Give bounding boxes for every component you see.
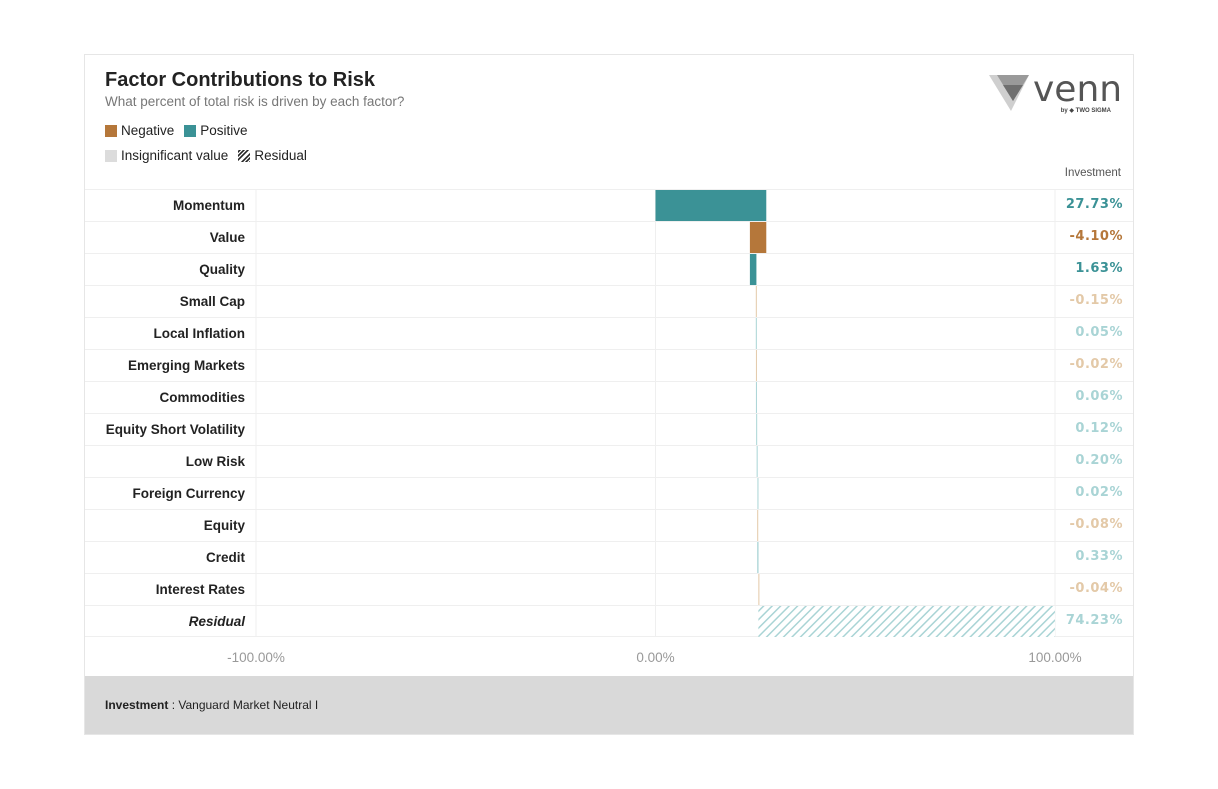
legend-swatch-positive xyxy=(184,124,197,137)
factor-row[interactable]: Commodities 0.06% xyxy=(85,381,1133,413)
legend-label: Positive xyxy=(200,123,248,138)
footer: Investment : Vanguard Market Neutral I xyxy=(85,676,1133,734)
factor-label: Equity Short Volatility xyxy=(105,422,245,437)
factor-label: Equity xyxy=(203,518,245,533)
factor-row[interactable]: Residual 74.23% xyxy=(85,605,1133,637)
factor-value: 74.23% xyxy=(1065,613,1123,628)
factor-label: Foreign Currency xyxy=(132,486,245,501)
factor-value: 0.02% xyxy=(1075,485,1123,500)
factor-row[interactable]: Quality 1.63% xyxy=(85,253,1133,285)
factor-label: Small Cap xyxy=(179,294,245,309)
legend-item-residual: Residual xyxy=(238,148,307,163)
column-header: Investment xyxy=(1064,167,1121,179)
bar-foreign-currency[interactable] xyxy=(757,478,759,509)
factor-label: Commodities xyxy=(159,390,245,405)
factor-row[interactable]: Value -4.10% xyxy=(85,221,1133,253)
factor-row[interactable]: Momentum 27.73% xyxy=(85,189,1133,221)
factor-label: Quality xyxy=(199,262,245,277)
bar-quality[interactable] xyxy=(749,254,757,285)
factor-label: Value xyxy=(209,230,245,245)
bar-credit[interactable] xyxy=(757,542,759,573)
factor-value: -0.08% xyxy=(1069,517,1123,532)
chart-title: Factor Contributions to Risk xyxy=(105,69,375,91)
bar-equity-short-volatility[interactable] xyxy=(756,414,758,445)
logo-by: by ◆ TWO SIGMA xyxy=(1060,108,1111,114)
bar-low-risk[interactable] xyxy=(756,446,758,477)
factor-label: Local Inflation xyxy=(153,326,245,341)
factor-row[interactable]: Equity Short Volatility 0.12% xyxy=(85,413,1133,445)
bar-equity[interactable] xyxy=(757,510,759,541)
factor-label: Residual xyxy=(188,614,245,629)
factor-row[interactable]: Emerging Markets -0.02% xyxy=(85,349,1133,381)
factor-value: 27.73% xyxy=(1065,197,1123,212)
bar-local-inflation[interactable] xyxy=(755,318,757,349)
x-tick-label: 100.00% xyxy=(1028,650,1082,665)
footer-investment-name: Vanguard Market Neutral I xyxy=(178,698,319,712)
factor-value: -0.15% xyxy=(1069,293,1123,308)
factor-value: 0.20% xyxy=(1075,453,1123,468)
legend-secondary: Insignificant value Residual xyxy=(105,148,317,163)
legend-label: Insignificant value xyxy=(121,148,229,163)
factor-value: -0.02% xyxy=(1069,357,1123,372)
factor-label: Momentum xyxy=(173,198,245,213)
factor-rows: Momentum 27.73% Value -4.10% Quality 1.63% Sma… xyxy=(85,189,1133,637)
factor-value: 0.33% xyxy=(1075,549,1123,564)
factor-row[interactable]: Low Risk 0.20% xyxy=(85,445,1133,477)
x-tick-label: 0.00% xyxy=(636,650,675,665)
factor-row[interactable]: Foreign Currency 0.02% xyxy=(85,477,1133,509)
legend-swatch-negative xyxy=(105,124,117,137)
factor-label: Low Risk xyxy=(185,454,245,469)
legend-swatch-residual xyxy=(238,149,251,162)
legend-swatch-insignificant xyxy=(105,149,117,162)
x-tick-label: -100.00% xyxy=(227,650,285,665)
bar-commodities[interactable] xyxy=(755,382,757,413)
bar-residual[interactable] xyxy=(758,606,1055,637)
bar-value[interactable] xyxy=(749,222,767,253)
factor-value: 0.05% xyxy=(1075,325,1123,340)
bar-momentum[interactable] xyxy=(655,190,767,221)
legend-label: Negative xyxy=(121,123,175,138)
factor-row[interactable]: Interest Rates -0.04% xyxy=(85,573,1133,605)
factor-row[interactable]: Local Inflation 0.05% xyxy=(85,317,1133,349)
legend-label: Residual xyxy=(254,148,307,163)
factor-value: -4.10% xyxy=(1069,229,1123,244)
factor-value: 0.06% xyxy=(1075,389,1123,404)
factor-row[interactable]: Small Cap -0.15% xyxy=(85,285,1133,317)
bar-emerging-markets[interactable] xyxy=(755,350,757,381)
legend: Negative Positive xyxy=(105,123,258,138)
venn-logo-icon xyxy=(989,75,1029,111)
legend-item-negative: Negative xyxy=(105,123,174,138)
chart-plot-area xyxy=(255,189,1056,637)
venn-logo: venn by ◆ TWO SIGMA xyxy=(989,69,1122,115)
factor-label: Emerging Markets xyxy=(127,358,245,373)
logo-brand: venn xyxy=(1033,69,1123,110)
chart-card: Factor Contributions to Risk What percen… xyxy=(84,54,1134,735)
footer-label: Investment xyxy=(105,698,169,712)
factor-label: Interest Rates xyxy=(155,582,245,597)
footer-text: Investment : Vanguard Market Neutral I xyxy=(105,698,319,712)
factor-value: -0.04% xyxy=(1069,581,1123,596)
chart-subtitle: What percent of total risk is driven by … xyxy=(105,94,405,109)
factor-value: 0.12% xyxy=(1075,421,1123,436)
bar-interest-rates[interactable] xyxy=(758,574,760,605)
factor-value: 1.63% xyxy=(1075,261,1123,276)
bar-small-cap[interactable] xyxy=(755,286,757,317)
factor-label: Credit xyxy=(205,550,245,565)
factor-row[interactable]: Credit 0.33% xyxy=(85,541,1133,573)
factor-row[interactable]: Equity -0.08% xyxy=(85,509,1133,541)
legend-item-insignificant: Insignificant value xyxy=(105,148,228,163)
legend-item-positive: Positive xyxy=(184,123,248,138)
